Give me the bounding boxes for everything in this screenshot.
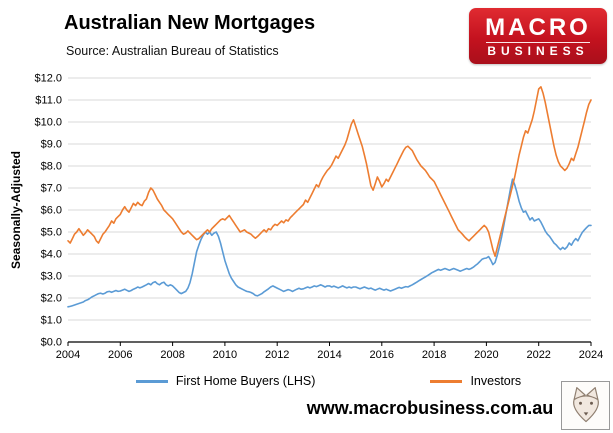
macrobusiness-logo: MACRO BUSINESS bbox=[469, 8, 607, 64]
first-home-buyers-line-swatch bbox=[135, 379, 168, 383]
investors-line-swatch bbox=[430, 379, 463, 383]
svg-text:2024: 2024 bbox=[579, 349, 603, 361]
svg-text:2016: 2016 bbox=[370, 349, 394, 361]
svg-text:2014: 2014 bbox=[317, 349, 341, 361]
website-url: www.macrobusiness.com.au bbox=[306, 398, 554, 418]
svg-text:2004: 2004 bbox=[56, 349, 80, 361]
legend-label-investors: Investors bbox=[470, 374, 522, 388]
fox-icon bbox=[572, 386, 599, 422]
logo-text-business: BUSINESS bbox=[487, 43, 589, 58]
logo-text-macro: MACRO bbox=[485, 13, 591, 41]
chart-legend: First Home Buyers (LHS) Investors bbox=[65, 374, 592, 388]
svg-text:$10.0: $10.0 bbox=[34, 117, 62, 129]
logo-divider bbox=[486, 41, 590, 43]
mortgages-line-chart: $0.0 $1.0 $2.0 $3.0 $4.0 $5.0 $6.0 $7.0 $8.0 $9.0… bbox=[34, 73, 603, 362]
svg-text:$5.0: $5.0 bbox=[41, 227, 62, 239]
svg-text:$8.0: $8.0 bbox=[41, 161, 62, 173]
svg-text:$1.0: $1.0 bbox=[41, 315, 62, 327]
svg-text:$2.0: $2.0 bbox=[41, 293, 62, 305]
svg-text:$6.0: $6.0 bbox=[41, 205, 62, 217]
svg-text:2022: 2022 bbox=[526, 349, 550, 361]
svg-text:$9.0: $9.0 bbox=[41, 139, 62, 151]
svg-text:2020: 2020 bbox=[474, 349, 498, 361]
svg-text:2012: 2012 bbox=[265, 349, 289, 361]
legend-item-investors: Investors bbox=[430, 374, 521, 388]
svg-text:$4.0: $4.0 bbox=[41, 249, 62, 261]
page-subtitle: Source: Australian Bureau of Statistics bbox=[66, 44, 279, 58]
svg-text:$0.0: $0.0 bbox=[41, 337, 62, 349]
svg-text:$11.0: $11.0 bbox=[35, 95, 62, 107]
legend-item-first-home-buyers: First Home Buyers (LHS) bbox=[135, 374, 316, 388]
svg-text:$7.0: $7.0 bbox=[41, 183, 62, 195]
page-title: Australian New Mortgages bbox=[64, 12, 316, 34]
legend-label-first-home-buyers: First Home Buyers (LHS) bbox=[175, 374, 316, 388]
fox-logo bbox=[561, 381, 610, 430]
svg-text:2010: 2010 bbox=[213, 349, 237, 361]
svg-text:2006: 2006 bbox=[108, 349, 132, 361]
svg-text:$12.0: $12.0 bbox=[34, 73, 62, 85]
svg-text:$3.0: $3.0 bbox=[41, 271, 62, 283]
svg-text:2018: 2018 bbox=[422, 349, 446, 361]
svg-text:2008: 2008 bbox=[160, 349, 184, 361]
